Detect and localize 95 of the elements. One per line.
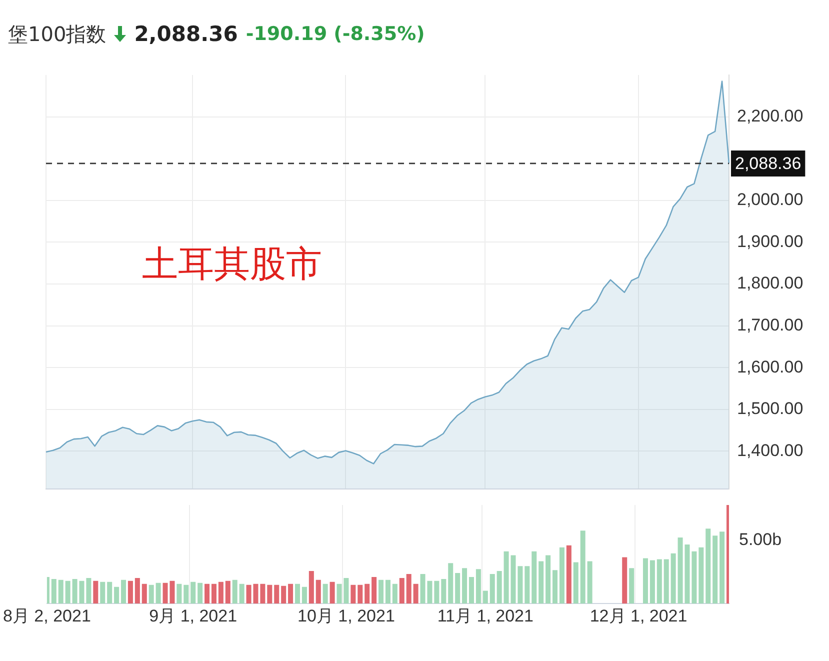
bar xyxy=(392,584,398,604)
bar xyxy=(281,586,286,604)
bar xyxy=(538,561,544,604)
chart-title: 堡100指数 xyxy=(8,20,106,48)
bar xyxy=(587,561,592,604)
bar xyxy=(580,530,586,604)
bar xyxy=(225,580,230,604)
bar xyxy=(156,582,161,604)
bar xyxy=(378,580,384,604)
bar xyxy=(720,532,725,604)
bar xyxy=(455,573,460,604)
bar xyxy=(288,584,294,604)
y-tick-label: 1,400.00 xyxy=(737,440,804,460)
x-tick-label: 12月 1, 2021 xyxy=(590,606,688,626)
bar xyxy=(664,559,669,604)
bar xyxy=(93,580,98,604)
bar xyxy=(490,574,495,604)
bar xyxy=(121,580,126,604)
bar xyxy=(524,566,530,604)
bar xyxy=(198,582,203,604)
bar xyxy=(642,558,648,604)
text: 5.00b xyxy=(739,530,782,550)
bar xyxy=(100,582,106,604)
bar xyxy=(448,563,454,604)
bar xyxy=(330,582,335,604)
bar xyxy=(532,551,537,604)
bar xyxy=(260,584,266,604)
bar xyxy=(468,576,474,604)
bar xyxy=(364,584,370,604)
bar xyxy=(308,571,314,604)
bar xyxy=(142,584,147,604)
y-tick-label: 1,700.00 xyxy=(737,315,804,334)
bar xyxy=(496,571,502,604)
text: -190.19 (-8.35%) xyxy=(246,23,425,45)
x-tick-label: 10月 1, 2021 xyxy=(298,606,395,626)
bar xyxy=(218,582,224,604)
bar xyxy=(670,553,676,604)
y-tick-label: 2,000.00 xyxy=(737,190,804,210)
bar xyxy=(239,584,244,604)
bar xyxy=(65,580,70,604)
bar xyxy=(302,586,307,604)
bar xyxy=(128,580,133,604)
bar xyxy=(552,570,558,604)
chart-subtitle: 2,088.36 xyxy=(134,22,238,46)
bar xyxy=(148,584,154,604)
x-tick-label: 11月 1, 2021 xyxy=(437,606,534,626)
bar xyxy=(573,562,578,604)
bar xyxy=(322,584,328,604)
bar xyxy=(546,555,551,604)
bar xyxy=(232,580,238,604)
y-tick-label: 1,500.00 xyxy=(737,399,804,418)
bar xyxy=(358,584,363,604)
bar xyxy=(482,590,488,604)
bar xyxy=(58,580,64,604)
bar xyxy=(274,584,280,604)
bar xyxy=(462,568,468,604)
bar xyxy=(51,578,56,604)
bar xyxy=(114,586,120,604)
bar xyxy=(372,576,377,604)
bar xyxy=(566,545,572,604)
bar xyxy=(692,551,697,604)
y-tick-label: 1,600.00 xyxy=(737,357,804,376)
bar xyxy=(476,569,481,604)
bar xyxy=(698,547,704,604)
bar xyxy=(622,557,628,604)
bar xyxy=(656,559,662,604)
bar xyxy=(441,578,446,604)
bar xyxy=(211,584,216,604)
bar xyxy=(650,560,655,604)
bar xyxy=(712,536,718,604)
y-tick-label: 1,900.00 xyxy=(737,232,804,251)
bar xyxy=(559,547,564,604)
x-tick-label: 8月 2, 2021 xyxy=(2,606,91,626)
bar xyxy=(406,574,412,604)
bar xyxy=(316,580,321,604)
x-tick-label: 9月 1, 2021 xyxy=(149,606,238,626)
bar xyxy=(190,582,196,604)
bar xyxy=(399,578,404,604)
y-tick-label: 1,800.00 xyxy=(737,274,804,293)
bar xyxy=(107,582,112,604)
bar xyxy=(629,568,634,604)
bar xyxy=(204,584,210,604)
bar xyxy=(413,584,418,604)
bar xyxy=(350,584,356,604)
bar xyxy=(294,584,300,604)
y-tick-label: 2,200.00 xyxy=(737,106,804,126)
bar xyxy=(385,580,390,604)
bar xyxy=(434,580,440,604)
annotation: 土耳其股市 xyxy=(142,243,322,287)
bar xyxy=(176,584,182,604)
ref-line-label: 2,088.36 xyxy=(735,154,802,174)
bar xyxy=(706,528,711,604)
bar xyxy=(267,584,272,604)
bar xyxy=(184,584,189,604)
bar xyxy=(134,578,140,604)
